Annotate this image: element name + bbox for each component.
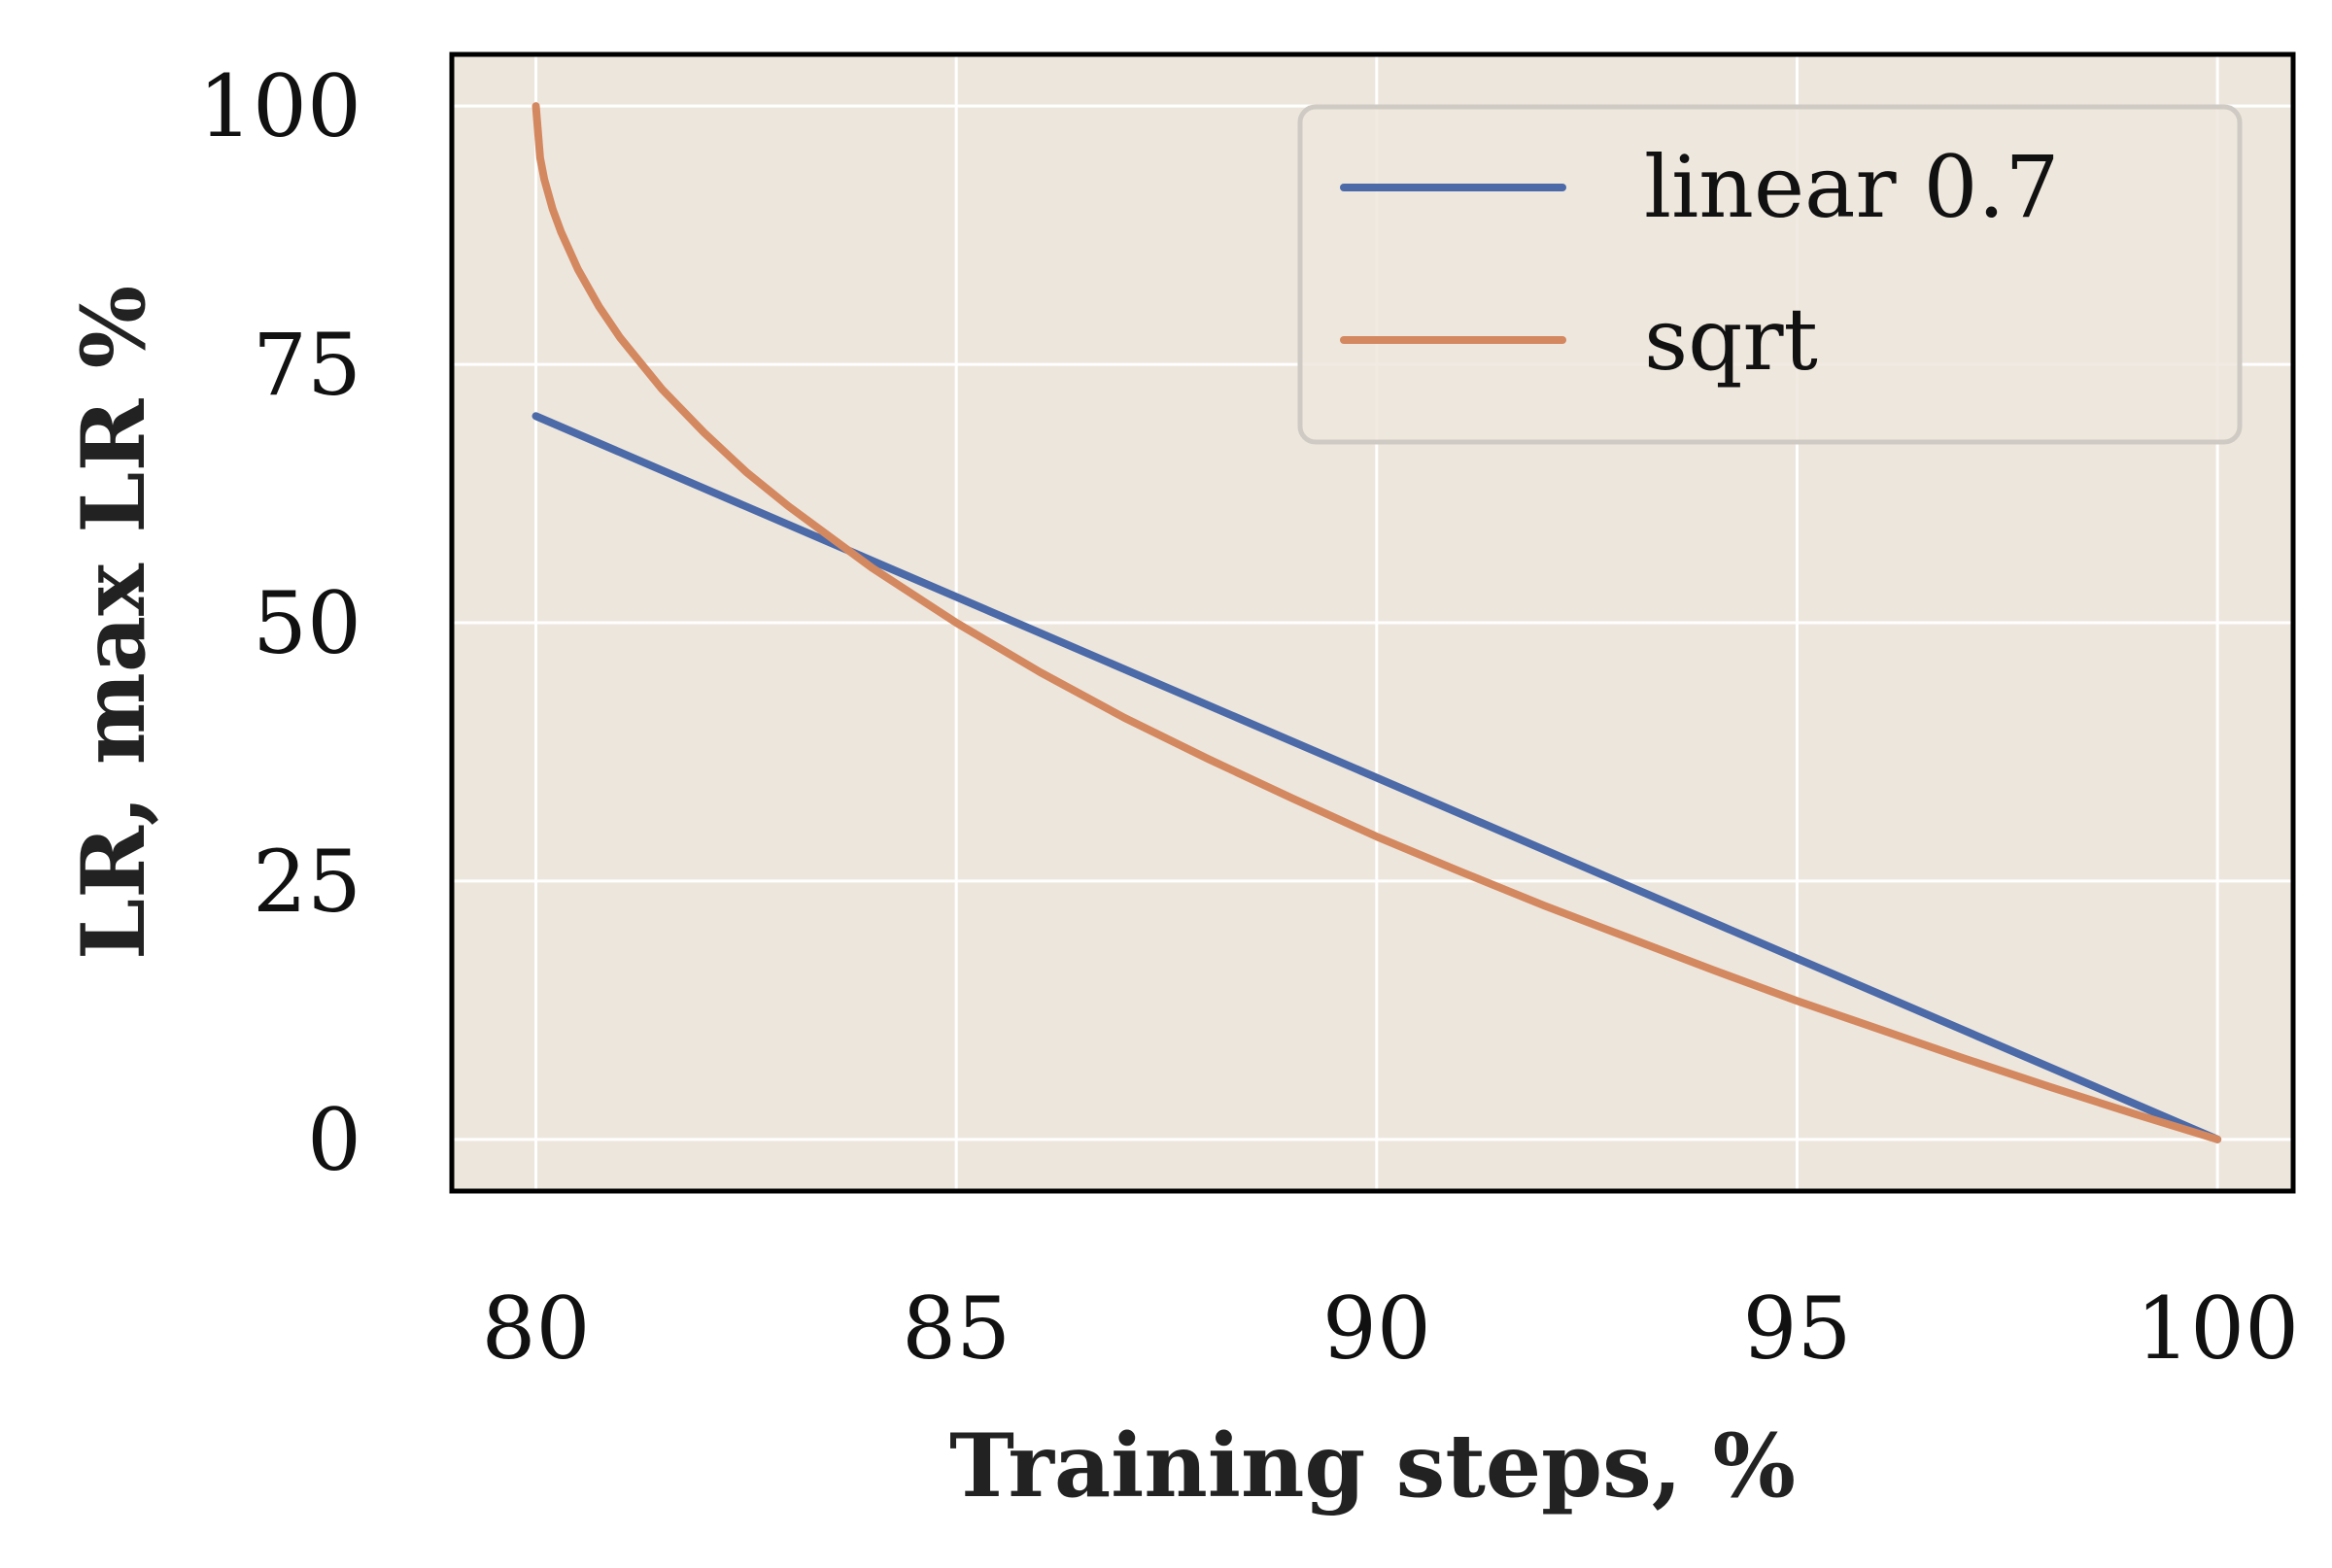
y-tick-label: 25	[253, 832, 361, 932]
y-axis-ticks: 0 25 50 75 100	[198, 56, 361, 1190]
x-tick-label: 80	[482, 1278, 591, 1379]
legend: linear 0.7 sqrt	[1297, 104, 2243, 445]
x-axis-title: Training steps, %	[949, 1415, 1796, 1517]
series-lines	[532, 102, 2222, 1143]
x-axis-ticks: 80 85 90 95 100	[482, 1278, 2300, 1379]
legend-label: linear 0.7	[1644, 137, 2060, 237]
series-line-sqrt	[532, 102, 2222, 1143]
y-tick-label: 75	[253, 315, 361, 415]
y-tick-label: 0	[307, 1090, 361, 1190]
legend-label: sqrt	[1644, 290, 1818, 390]
y-tick-label: 100	[198, 56, 361, 156]
x-tick-label: 90	[1322, 1278, 1431, 1379]
plot-frame	[449, 51, 2296, 1194]
x-tick-label: 100	[2136, 1278, 2299, 1379]
x-tick-label: 95	[1742, 1278, 1851, 1379]
y-axis-title: LR, max LR %	[62, 286, 165, 960]
x-tick-label: 85	[902, 1278, 1011, 1379]
series-line-linear-0-7	[532, 412, 2222, 1143]
y-tick-label: 50	[253, 573, 361, 673]
